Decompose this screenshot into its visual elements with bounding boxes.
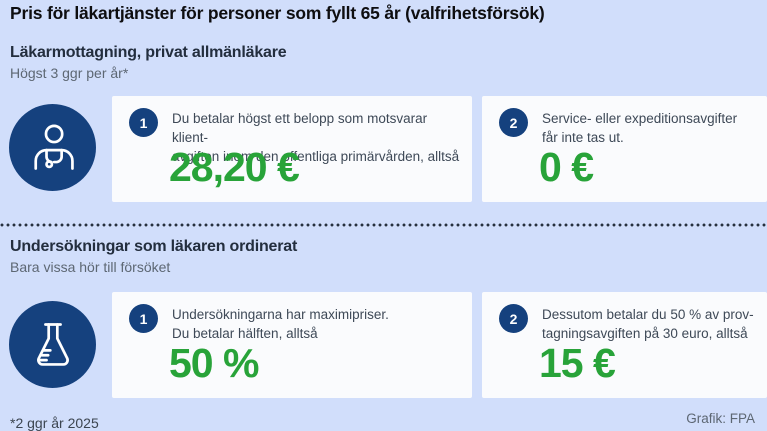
card-text: Du betalar högst ett belopp som motsvara… [172, 111, 460, 165]
step-badge: 2 [499, 108, 528, 137]
doctor-icon [9, 104, 96, 191]
card-text: Undersökningarna har maximipriser. Du be… [172, 307, 389, 342]
card-text: Dessutom betalar du 50 % av prov- tagnin… [542, 307, 754, 342]
price-value: 50 % [169, 340, 259, 386]
graphics-credit: Grafik: FPA [686, 411, 755, 426]
card-text: Service- eller expeditionsavgifter får i… [542, 111, 738, 146]
card-exam-price: 1 Undersökningarna har maximipriser. Du … [112, 292, 472, 398]
section2-subheading: Bara vissa hör till försöket [10, 259, 171, 275]
card-sampling-fee: 2 Dessutom betalar du 50 % av prov- tagn… [482, 292, 767, 398]
card-doctor-fee: 1 Du betalar högst ett belopp som motsva… [112, 96, 472, 202]
section1-heading: Läkarmottagning, privat allmänläkare [10, 44, 287, 61]
page-title: Pris för läkartjänster för personer som … [10, 3, 545, 23]
card-service-fee: 2 Service- eller expeditionsavgifter får… [482, 96, 767, 202]
price-value: 28,20 € [169, 144, 300, 190]
step-badge: 1 [129, 108, 158, 137]
step-badge: 1 [129, 304, 158, 333]
dotted-divider [0, 223, 767, 227]
step-badge: 2 [499, 304, 528, 333]
footnote: *2 ggr år 2025 [10, 415, 99, 431]
price-value: 15 € [539, 340, 616, 386]
lab-flask-icon [9, 301, 96, 388]
section1-subheading: Högst 3 ggr per år* [10, 65, 129, 81]
price-value: 0 € [539, 144, 594, 190]
section2-heading: Undersökningar som läkaren ordinerat [10, 238, 298, 255]
